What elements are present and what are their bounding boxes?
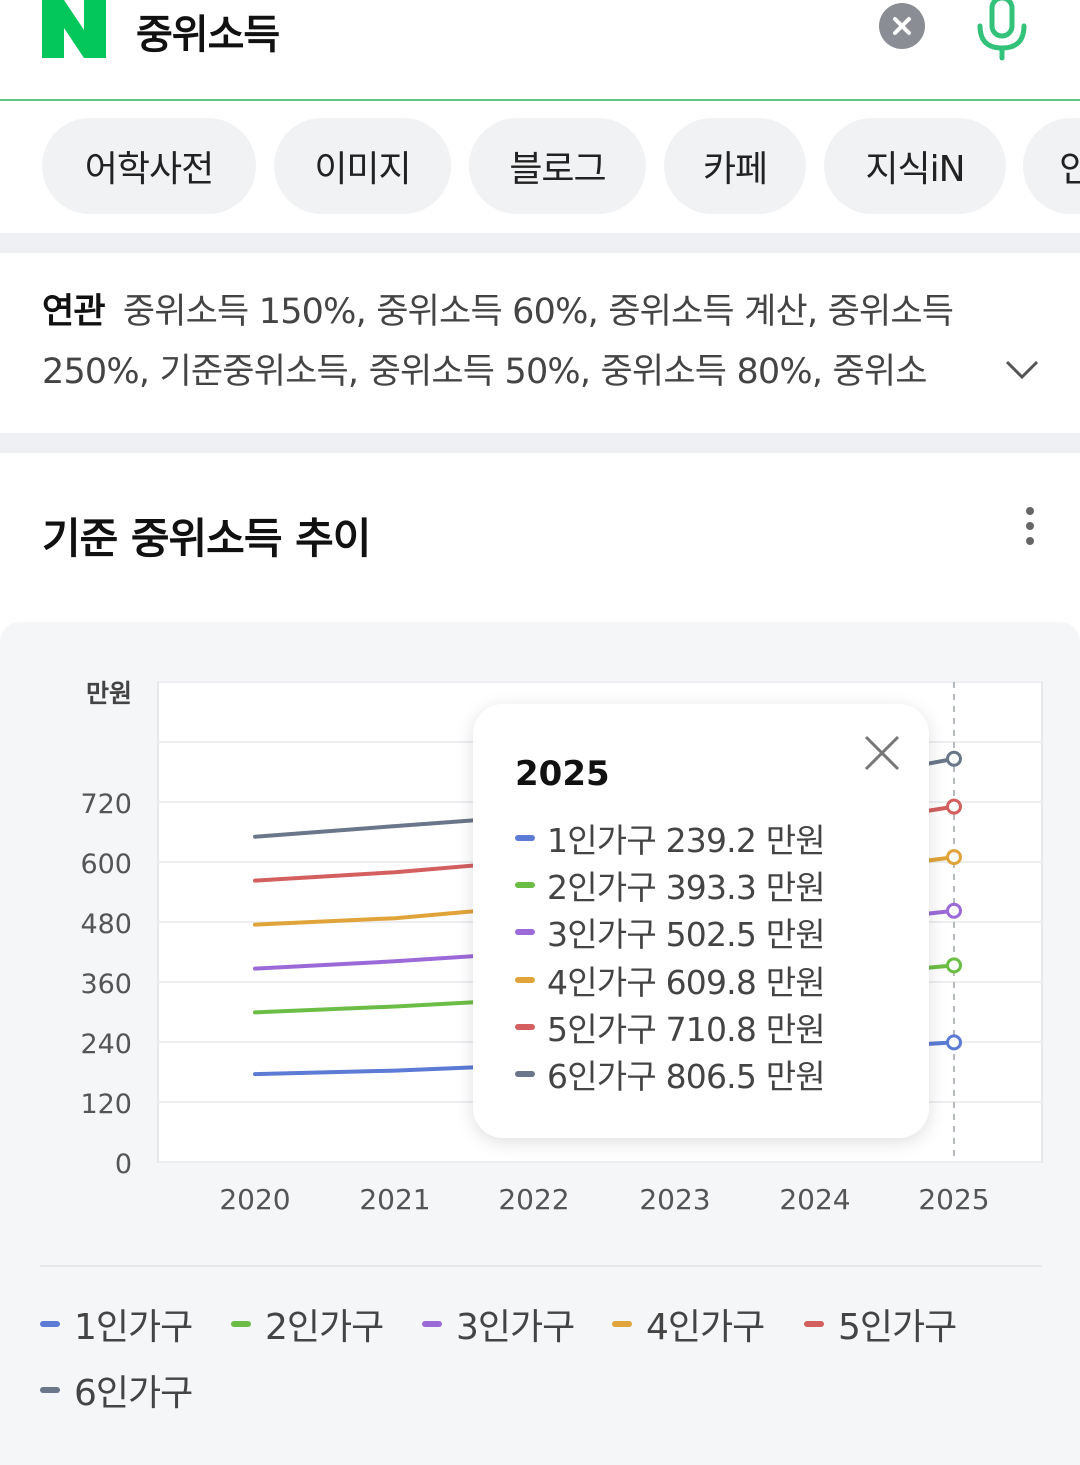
tab-dictionary[interactable]: 어학사전: [42, 118, 256, 214]
chevron-down-icon[interactable]: [1004, 356, 1040, 384]
legend-item-1[interactable]: 1인가구: [40, 1302, 193, 1348]
tab-images[interactable]: 이미지: [274, 118, 451, 214]
series-point-3: [946, 902, 962, 919]
search-input[interactable]: 중위소득: [136, 12, 280, 58]
more-options-icon[interactable]: [1014, 503, 1046, 551]
tab-kin[interactable]: 지식iN: [824, 118, 1006, 214]
series-point-5: [946, 798, 962, 815]
legend-swatch: [40, 1321, 60, 1327]
x-tick-label: 2020: [219, 1183, 290, 1216]
section-title: 기준 중위소득 추이: [42, 514, 371, 563]
tooltip-row-label: 3인가구 502.5 만원: [547, 915, 826, 954]
tab-more[interactable]: 인: [1023, 118, 1080, 214]
related-searches: 연관 중위소득 150%, 중위소득 60%, 중위소득 계산, 중위소득 250…: [42, 282, 1032, 402]
y-tick-label: 480: [80, 909, 132, 940]
tooltip-row-label: 5인가구 710.8 만원: [547, 1010, 826, 1049]
series-point-6: [946, 750, 962, 767]
naver-logo[interactable]: [42, 0, 106, 58]
legend-label: 6인가구: [74, 1373, 193, 1414]
legend-item-5[interactable]: 5인가구: [804, 1302, 957, 1348]
legend-item-3[interactable]: 3인가구: [422, 1302, 575, 1348]
y-tick-label: 720: [80, 789, 132, 820]
y-tick-label: 0: [115, 1149, 132, 1180]
section-divider: [0, 233, 1080, 253]
tooltip-row: 4인가구 609.8 만원: [515, 958, 826, 1002]
related-keywords[interactable]: 중위소득 150%, 중위소득 60%, 중위소득 계산, 중위소득 250%,…: [42, 292, 954, 392]
y-tick-label: 240: [80, 1029, 132, 1060]
legend-label: 1인가구: [74, 1307, 193, 1348]
legend-label: 3인가구: [456, 1307, 575, 1348]
series-swatch: [515, 1024, 535, 1030]
legend-label: 2인가구: [265, 1307, 384, 1348]
legend-swatch: [40, 1387, 60, 1393]
legend-swatch: [804, 1321, 824, 1327]
close-icon: [893, 17, 911, 35]
search-tabs: 어학사전 이미지 블로그 카페 지식iN 인: [0, 118, 1080, 216]
series-swatch: [515, 882, 535, 888]
tab-blog[interactable]: 블로그: [469, 118, 646, 214]
series-swatch: [515, 929, 535, 935]
tooltip-year: 2025: [515, 754, 610, 794]
tooltip-row-label: 4인가구 609.8 만원: [547, 963, 826, 1002]
legend-divider: [40, 1265, 1042, 1267]
y-tick-label: 360: [80, 969, 132, 1000]
y-tick-label: 600: [80, 849, 132, 880]
search-header: 중위소득: [0, 0, 1080, 101]
tooltip-row: 6인가구 806.5 만원: [515, 1052, 826, 1096]
series-swatch: [515, 1071, 535, 1077]
legend-item-6[interactable]: 6인가구: [40, 1368, 193, 1414]
x-tick-label: 2025: [918, 1183, 989, 1216]
legend-swatch: [231, 1321, 251, 1327]
x-tick-label: 2024: [779, 1183, 850, 1216]
mic-icon[interactable]: [972, 0, 1032, 62]
tooltip-row-label: 6인가구 806.5 만원: [547, 1057, 826, 1096]
series-point-2: [946, 957, 962, 974]
x-tick-label: 2022: [498, 1183, 569, 1216]
tab-cafe[interactable]: 카페: [664, 118, 806, 214]
tooltip-row: 5인가구 710.8 만원: [515, 1005, 826, 1049]
tooltip-row-label: 1인가구 239.2 만원: [547, 821, 826, 860]
legend-label: 4인가구: [646, 1307, 765, 1348]
legend-label: 5인가구: [838, 1307, 957, 1348]
tooltip-row-label: 2인가구 393.3 만원: [547, 868, 826, 907]
legend-swatch: [612, 1321, 632, 1327]
legend-swatch: [422, 1321, 442, 1327]
related-fade: [940, 338, 1020, 408]
y-tick-label: 120: [80, 1089, 132, 1120]
x-tick-label: 2023: [639, 1183, 710, 1216]
series-swatch: [515, 977, 535, 983]
series-swatch: [515, 835, 535, 841]
section-divider-2: [0, 433, 1080, 453]
legend-item-4[interactable]: 4인가구: [612, 1302, 765, 1348]
legend-item-2[interactable]: 2인가구: [231, 1302, 384, 1348]
x-tick-label: 2021: [359, 1183, 430, 1216]
chart-tooltip: 2025 1인가구 239.2 만원 2인가구 393.3 만원 3인가구 50…: [473, 704, 929, 1138]
tooltip-row: 3인가구 502.5 만원: [515, 910, 826, 954]
series-point-4: [946, 849, 962, 866]
tooltip-row: 2인가구 393.3 만원: [515, 863, 826, 907]
series-point-1: [946, 1034, 962, 1051]
related-label: 연관: [42, 292, 106, 332]
close-icon[interactable]: [861, 732, 903, 774]
clear-button[interactable]: [879, 3, 925, 49]
y-axis-label: 만원: [86, 679, 132, 708]
tooltip-row: 1인가구 239.2 만원: [515, 816, 826, 860]
